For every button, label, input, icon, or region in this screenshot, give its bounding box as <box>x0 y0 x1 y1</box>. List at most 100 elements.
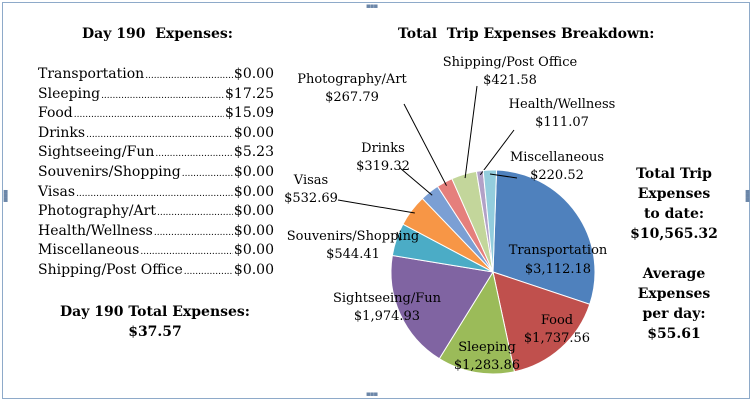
slice-label: Sleeping <box>458 340 516 355</box>
dot-leader: ........................................… <box>183 266 233 277</box>
day-expense-value: $5.23 <box>233 144 274 161</box>
slice-value-label: $3,112.18 <box>525 262 591 277</box>
slice-label: Shipping/Post Office <box>443 55 578 70</box>
day-expense-value: $15.09 <box>225 105 274 122</box>
slice-value-label: $532.69 <box>284 191 338 206</box>
dot-leader: ........................................… <box>145 71 233 81</box>
dot-leader: ........................................… <box>181 168 233 179</box>
day-expense-row: Visas...................................… <box>38 184 274 204</box>
pie-slice-transportation <box>492 169 596 305</box>
day-expenses-list: Transportation..........................… <box>38 66 274 282</box>
day-expense-label: Sleeping <box>38 85 101 102</box>
day-expense-label: Transportation <box>38 66 145 82</box>
day-expense-row: Drinks..................................… <box>38 125 274 145</box>
day-expense-label: Drinks <box>38 124 86 141</box>
slice-label: Miscellaneous <box>510 150 604 165</box>
day-expense-value: $0.00 <box>233 163 274 180</box>
slice-value-label: $267.79 <box>325 90 379 105</box>
day-expense-row: Souvenirs/Shopping......................… <box>38 164 274 184</box>
average-label-line: Average <box>642 266 706 282</box>
slice-value-label: $1,283.86 <box>454 358 520 373</box>
slice-label: Food <box>541 313 573 328</box>
leader-line <box>464 85 478 179</box>
day-expense-value: $0.00 <box>233 66 274 82</box>
day-expense-row: Food....................................… <box>38 105 274 125</box>
day-expense-value: $17.25 <box>225 85 274 102</box>
day-expense-label: Shipping/Post Office <box>38 261 183 278</box>
leader-line <box>396 231 401 241</box>
day-expense-row: Sleeping................................… <box>38 86 274 106</box>
slice-label: Visas <box>293 173 328 188</box>
dot-leader: ........................................… <box>86 129 233 140</box>
resize-handle-bottom[interactable]: ▪▪▪ <box>366 390 378 398</box>
day-expenses-title: Day 190 Expenses: <box>82 26 233 42</box>
resize-handle-right[interactable]: ▪ ▪ ▪ <box>745 187 750 204</box>
slice-label: Drinks <box>361 141 405 156</box>
average-label-line: Expenses <box>637 286 711 302</box>
dot-leader: ........................................… <box>155 149 233 160</box>
day-expense-value: $0.00 <box>233 261 274 278</box>
slice-label: Health/Wellness <box>509 97 616 112</box>
average-block: Average Expenses per day: $55.61 <box>618 264 730 344</box>
day-expense-label: Visas <box>38 183 76 200</box>
pie-slice-miscellaneous <box>482 169 498 273</box>
slice-value-label: $1,974.93 <box>354 309 420 324</box>
day-expense-label: Photography/Art <box>38 203 156 220</box>
day-expense-value: $0.00 <box>233 242 274 259</box>
day-expense-label: Sightseeing/Fun <box>38 144 155 161</box>
dot-leader: ........................................… <box>140 247 233 258</box>
slice-label: Souvenirs/Shopping <box>287 229 420 244</box>
day-expense-row: Health/Wellness.........................… <box>38 223 274 243</box>
slice-value-label: $544.41 <box>326 247 380 262</box>
leader-line <box>403 103 447 186</box>
slice-value-label: $421.58 <box>483 73 537 88</box>
average-label-line: per day: <box>642 306 706 322</box>
leader-line <box>337 199 415 214</box>
chart-frame <box>2 2 750 399</box>
day-expense-label: Health/Wellness <box>38 222 153 239</box>
dot-leader: ........................................… <box>76 188 233 199</box>
trip-total-label-line: Total Trip <box>636 166 712 182</box>
trip-total-value: $10,565.32 <box>630 226 718 242</box>
dot-leader: ........................................… <box>156 208 233 219</box>
day-expense-value: $0.00 <box>233 183 274 200</box>
day-expense-label: Food <box>38 105 73 122</box>
trip-total-block: Total Trip Expenses to date: $10,565.32 <box>618 164 730 244</box>
chart-title: Total Trip Expenses Breakdown: <box>398 26 655 42</box>
day-expense-value: $0.00 <box>233 222 274 239</box>
slice-label: Photography/Art <box>297 72 407 87</box>
trip-total-label-line: to date: <box>643 206 705 222</box>
leader-line <box>479 129 515 176</box>
dot-leader: ........................................… <box>73 110 224 121</box>
day-expense-label: Souvenirs/Shopping <box>38 163 181 180</box>
slice-value-label: $220.52 <box>530 168 584 183</box>
day-expense-row: Shipping/Post Office....................… <box>38 262 274 282</box>
slice-value-label: $1,737.56 <box>524 331 590 346</box>
resize-handle-left[interactable]: ▪ ▪ ▪ <box>3 187 8 204</box>
day-total-label: Day 190 Total Expenses: <box>60 304 250 320</box>
day-expense-row: Miscellaneous...........................… <box>38 242 274 262</box>
day-expense-row: Photography/Art.........................… <box>38 203 274 223</box>
day-total-value: $37.57 <box>128 324 182 340</box>
day-expense-label: Miscellaneous <box>38 242 140 259</box>
day-expense-row: Transportation..........................… <box>38 66 274 86</box>
day-expense-value: $0.00 <box>233 203 274 220</box>
slice-value-label: $319.32 <box>356 159 410 174</box>
day-expense-value: $0.00 <box>233 124 274 141</box>
slice-label: Sightseeing/Fun <box>333 291 442 306</box>
slice-label: Transportation <box>509 243 608 258</box>
slice-value-label: $111.07 <box>535 115 589 130</box>
leader-line <box>489 173 518 179</box>
day-total-block: Day 190 Total Expenses: $37.57 <box>40 302 270 342</box>
dot-leader: ........................................… <box>153 227 233 238</box>
trip-total-label-line: Expenses <box>637 186 711 202</box>
dot-leader: ........................................… <box>101 90 224 101</box>
average-value: $55.61 <box>647 326 701 342</box>
resize-handle-top[interactable]: ▪▪▪ <box>366 2 378 10</box>
pie-slice-food <box>492 271 591 373</box>
pie-slice-sightseeing-fun <box>390 254 494 360</box>
leader-line <box>399 167 433 196</box>
day-expense-row: Sightseeing/Fun.........................… <box>38 144 274 164</box>
pie-slice-sleeping <box>438 270 516 375</box>
